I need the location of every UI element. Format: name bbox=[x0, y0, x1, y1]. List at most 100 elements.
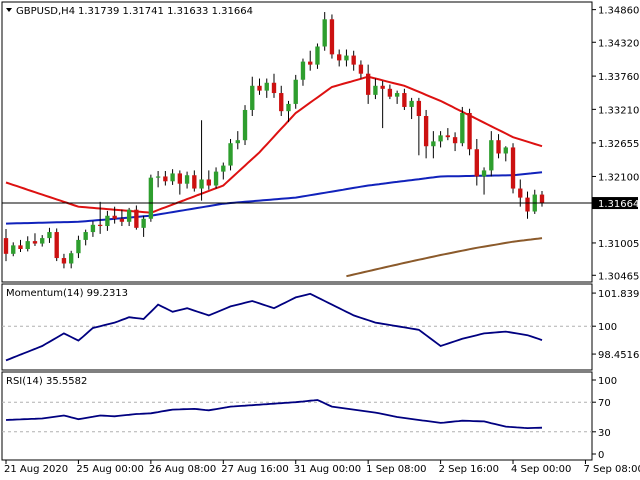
rsi-label: RSI(14) 35.5582 bbox=[6, 376, 87, 387]
candle bbox=[337, 49, 342, 67]
candle-body bbox=[271, 82, 277, 94]
candle-body bbox=[322, 19, 327, 47]
ma-fast-line bbox=[5, 75, 543, 214]
candle-body bbox=[105, 215, 110, 227]
candle-body bbox=[242, 109, 248, 141]
candle bbox=[235, 131, 240, 150]
candle bbox=[228, 138, 233, 171]
candle bbox=[438, 131, 443, 148]
candle-body bbox=[423, 116, 429, 147]
candle-body bbox=[40, 238, 45, 244]
price-tick-label: 1.30465 bbox=[598, 271, 639, 282]
candle bbox=[286, 100, 291, 123]
price-tick-label: 1.34860 bbox=[598, 6, 639, 17]
candle-body bbox=[177, 173, 183, 184]
time-tick-label: 2 Sep 16:00 bbox=[439, 464, 499, 475]
price-tick-label: 1.34320 bbox=[598, 38, 639, 49]
candle bbox=[11, 242, 16, 257]
candle bbox=[221, 162, 226, 180]
time-tick-label: 25 Aug 00:00 bbox=[76, 464, 143, 475]
time-tick-label: 4 Sep 00:00 bbox=[511, 464, 571, 475]
candle-body bbox=[148, 177, 154, 219]
candle-body bbox=[3, 238, 9, 254]
candle bbox=[97, 201, 103, 234]
candle bbox=[119, 209, 125, 227]
indicator-tick-label: 98.4516 bbox=[598, 350, 639, 361]
candle-body bbox=[358, 64, 364, 74]
candle-body bbox=[97, 224, 103, 227]
candle bbox=[3, 229, 9, 262]
candle-body bbox=[344, 55, 349, 61]
candle bbox=[416, 97, 422, 156]
candle bbox=[293, 74, 298, 109]
candle bbox=[308, 50, 313, 71]
candle-body bbox=[235, 140, 240, 144]
candle-body bbox=[373, 85, 378, 95]
candle bbox=[242, 105, 248, 146]
candle-body bbox=[402, 93, 407, 107]
candle bbox=[192, 170, 197, 192]
candle bbox=[148, 174, 154, 222]
candle-body bbox=[329, 19, 335, 55]
candle bbox=[170, 169, 175, 185]
momentum-line bbox=[5, 292, 543, 362]
candle bbox=[76, 235, 81, 259]
candle bbox=[105, 210, 110, 231]
candle-body bbox=[83, 232, 88, 240]
candle-body bbox=[54, 232, 59, 259]
ma-slow-line bbox=[346, 237, 543, 278]
candle bbox=[380, 80, 385, 129]
candle bbox=[423, 109, 429, 159]
candle-body bbox=[474, 149, 479, 177]
candle bbox=[358, 60, 364, 79]
price-tick-label: 1.32100 bbox=[598, 172, 639, 183]
candle-body bbox=[69, 253, 74, 264]
candle-body bbox=[221, 165, 226, 172]
candle bbox=[402, 88, 407, 110]
candle bbox=[300, 58, 306, 86]
price-tick-label: 1.32655 bbox=[598, 139, 639, 150]
rsi-pane-frame bbox=[1, 371, 593, 461]
price-tick-label: 1.31005 bbox=[598, 239, 639, 250]
main-chart-frame bbox=[1, 1, 593, 283]
symbol-dropdown-icon[interactable] bbox=[6, 8, 12, 12]
candle-body bbox=[489, 140, 494, 171]
candle bbox=[47, 227, 52, 243]
candle bbox=[69, 250, 74, 269]
indicator-tick-label: 0 bbox=[598, 450, 604, 461]
candle-body bbox=[170, 173, 175, 182]
candle bbox=[315, 43, 320, 69]
candle bbox=[213, 167, 219, 189]
candle-body bbox=[496, 140, 501, 154]
candle-body bbox=[467, 112, 472, 150]
candle bbox=[496, 134, 501, 159]
candle-body bbox=[11, 245, 16, 254]
candle bbox=[206, 170, 211, 190]
candle bbox=[83, 229, 88, 246]
candle-body bbox=[250, 85, 255, 110]
candle bbox=[387, 84, 393, 100]
candle-body bbox=[32, 241, 38, 244]
indicator-tick-label: 100 bbox=[598, 376, 617, 387]
candle-body bbox=[126, 209, 132, 222]
candle-body bbox=[47, 232, 52, 239]
candle bbox=[365, 64, 371, 104]
candle bbox=[134, 205, 139, 230]
candle-body bbox=[409, 100, 414, 107]
candle-body bbox=[337, 54, 342, 61]
candle bbox=[481, 167, 487, 195]
candle-body bbox=[141, 218, 146, 228]
candle-body bbox=[351, 55, 356, 65]
price-tick-label: 1.33760 bbox=[598, 72, 639, 83]
candle bbox=[445, 128, 451, 141]
candle-body bbox=[293, 79, 298, 104]
candle-body bbox=[445, 135, 451, 138]
candle bbox=[489, 131, 494, 177]
candle bbox=[539, 190, 545, 207]
candle bbox=[344, 49, 349, 67]
candle-body bbox=[452, 137, 458, 144]
candle-body bbox=[18, 245, 23, 249]
momentum-pane-frame bbox=[1, 283, 593, 371]
candle-body bbox=[387, 88, 393, 97]
